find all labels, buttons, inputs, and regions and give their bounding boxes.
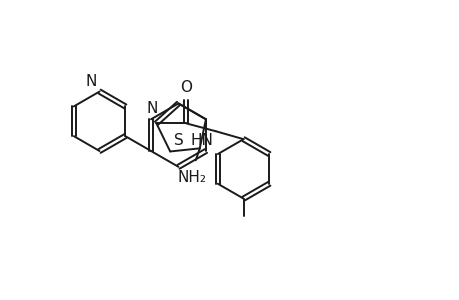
Text: N: N (85, 74, 96, 88)
Text: HN: HN (190, 133, 213, 148)
Text: N: N (146, 101, 157, 116)
Text: O: O (180, 80, 192, 94)
Text: S: S (174, 134, 184, 148)
Text: NH₂: NH₂ (177, 170, 206, 185)
